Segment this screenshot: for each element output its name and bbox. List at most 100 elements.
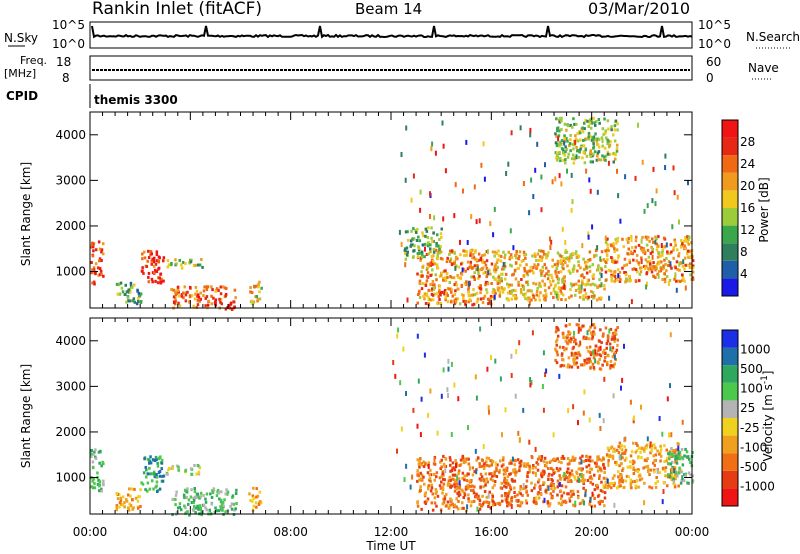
heat-cell [417,235,420,239]
heat-cell [513,495,517,498]
heat-cell [257,282,260,286]
heat-cell [582,257,585,261]
heat-cell [513,463,516,467]
heat-cell [556,297,560,301]
colorbar-swatch [722,155,738,173]
heat-cell [653,468,656,472]
heat-cell [525,490,528,494]
heat-cell [684,472,688,476]
heat-cell [567,152,570,156]
heat-cell [578,290,581,294]
heat-cell [682,277,685,281]
heat-cell [427,252,430,256]
heat-cell [663,277,667,281]
heat-cell [490,282,493,285]
heat-cell [493,254,496,258]
heat-cell [589,353,593,357]
heat-cell [565,250,569,254]
heat-cell [459,458,463,462]
heat-cell [668,432,670,438]
heat-cell [582,276,586,279]
heat-cell [433,292,437,296]
heat-cell [538,298,541,302]
heat-cell [617,451,621,455]
heat-cell [570,494,573,498]
heat-cell [596,137,599,141]
heat-cell [612,393,615,399]
heat-cell [198,466,202,470]
heat-cell [440,480,443,484]
heat-cell [603,491,607,495]
heat-cell [540,174,543,180]
heat-cell [507,161,510,167]
heat-cell [534,501,538,505]
heat-cell [467,499,470,503]
heat-cell [174,258,177,262]
heat-cell [586,260,589,264]
heat-cell [186,290,189,294]
heat-cell [659,448,663,452]
heat-cell [636,468,640,472]
heat-cell [143,256,147,260]
heat-cell [542,294,545,298]
heat-cell [513,491,516,494]
heat-cell [625,456,628,460]
heat-cell [212,487,215,491]
heat-cell [202,503,206,507]
heat-cell [457,477,461,481]
heat-cell [537,480,540,484]
heat-cell [582,297,585,301]
heat-cell [493,289,496,293]
heat-cell [459,277,463,281]
heat-cell [100,487,103,491]
heat-cell [579,147,582,151]
heat-cell [670,478,674,482]
heat-cell [572,264,576,268]
heat-cell [548,472,551,476]
heat-cell [598,466,602,470]
heat-cell [634,484,638,488]
heat-cell [617,193,620,199]
heat-cell [613,279,616,283]
heat-cell [595,248,598,252]
heat-cell [500,272,503,276]
heat-cell [567,124,570,128]
heat-cell [90,452,93,456]
heat-cell [591,282,595,286]
heat-cell [681,264,685,268]
heat-cell [580,459,583,465]
heat-cell [667,281,670,286]
heat-cell [536,141,539,147]
heat-cell [146,472,149,476]
heat-cell [404,230,408,234]
heat-cell [523,252,526,256]
heat-cell [252,504,255,508]
heat-cell [678,219,680,225]
velocity-panel-frame [89,317,693,515]
heat-cell [544,292,548,296]
heat-cell [577,496,580,500]
heat-cell [458,484,462,488]
heat-cell [174,290,177,294]
heat-cell [184,488,187,492]
heat-cell [452,260,456,264]
heat-cell [684,285,687,291]
heat-cell [655,237,658,241]
heat-cell [605,453,609,457]
heat-cell [522,407,525,413]
heat-cell [251,302,254,306]
heat-cell [535,258,538,262]
heat-cell [668,457,671,461]
heat-cell [509,459,513,463]
heat-cell [576,269,579,273]
heat-cell [618,478,621,482]
heat-cell [601,490,604,494]
heat-cell [530,481,533,485]
heat-cell [430,254,434,258]
heat-cell [473,293,477,297]
heat-cell [483,294,487,298]
heat-cell [577,326,581,330]
heat-cell [439,257,443,260]
heat-cell [540,475,544,479]
heat-cell [669,332,672,338]
